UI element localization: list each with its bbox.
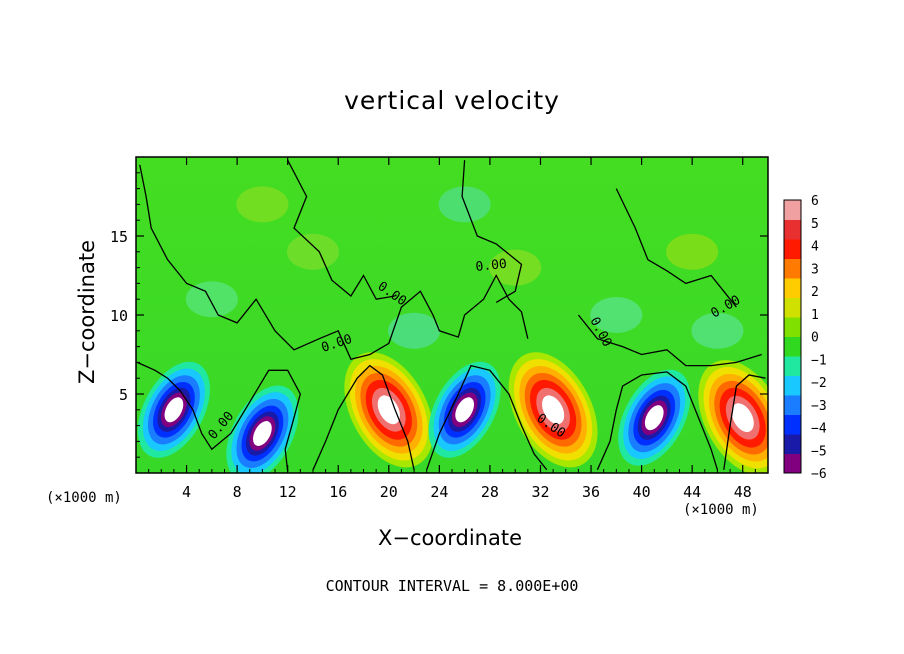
colorbar-segment bbox=[784, 336, 801, 357]
x-axis: 4 8 12 16 20 24 28 32 36 40 44 48 bbox=[148, 157, 756, 501]
colorbar-segment bbox=[784, 356, 801, 376]
colorbar-tick-label: −2 bbox=[811, 376, 827, 391]
downdraft-cell bbox=[226, 385, 299, 473]
colorbar-segment bbox=[784, 317, 801, 337]
updraft-cell-layer bbox=[377, 395, 400, 425]
colorbar-tick-label: −4 bbox=[811, 422, 827, 437]
colorbar-tick-label: 1 bbox=[811, 308, 819, 323]
y-tick-label: 10 bbox=[110, 307, 128, 325]
zero-contour bbox=[312, 364, 415, 471]
zero-contour bbox=[723, 374, 766, 470]
x-tick-label: 20 bbox=[380, 483, 398, 501]
colorbar-tick-label: 5 bbox=[811, 217, 819, 232]
x-tick-label: 48 bbox=[734, 483, 752, 501]
zero-contour bbox=[137, 361, 301, 472]
zero-contour bbox=[577, 314, 762, 367]
zero-contour bbox=[615, 188, 737, 308]
plot-area bbox=[136, 157, 768, 473]
field-mottle bbox=[590, 297, 643, 333]
colorbar-frame bbox=[783, 199, 802, 474]
field-mottle bbox=[185, 281, 238, 318]
colorbar-segment bbox=[784, 434, 801, 454]
colorbar-tick-label: 4 bbox=[811, 240, 819, 255]
chart-title: vertical velocity bbox=[344, 86, 560, 115]
colorbar-segment bbox=[784, 453, 801, 474]
colorbar-tick-label: −6 bbox=[811, 467, 827, 482]
updraft-cell bbox=[344, 352, 434, 468]
colorbar-tick-label: −3 bbox=[811, 399, 827, 414]
downdraft-cell-layer bbox=[644, 405, 664, 431]
zero-contour bbox=[139, 164, 529, 360]
downdraft-cell-layer bbox=[164, 397, 184, 423]
x-tick-label: 36 bbox=[582, 483, 600, 501]
updraft-cell bbox=[698, 360, 768, 473]
x-tick-label: 8 bbox=[233, 483, 242, 501]
x-tick-label: 32 bbox=[531, 483, 549, 501]
y-axis: 5 10 15 bbox=[110, 172, 768, 458]
colorbar-segment bbox=[784, 414, 801, 435]
colorbar-segment bbox=[784, 239, 801, 259]
y-axis-label: Z−coordinate bbox=[75, 240, 99, 384]
zero-contour bbox=[426, 364, 548, 471]
x-tick-label: 44 bbox=[683, 483, 701, 501]
x-tick-label: 4 bbox=[182, 483, 191, 501]
colorbar-tick-label: 2 bbox=[811, 285, 819, 300]
field-mottle bbox=[489, 249, 542, 286]
colorbar-tick-label: 6 bbox=[811, 194, 819, 209]
downdraft-cell bbox=[137, 361, 210, 458]
colorbar-segment bbox=[784, 219, 801, 240]
colorbar-segment bbox=[784, 258, 801, 279]
downdraft-cell bbox=[618, 369, 691, 466]
updraft-cell-layer bbox=[542, 395, 565, 425]
x-tick-label: 12 bbox=[279, 483, 297, 501]
zero-contour bbox=[596, 371, 719, 471]
x-tick-label: 24 bbox=[430, 483, 448, 501]
updraft-cell bbox=[508, 352, 598, 468]
x-tick-label: 40 bbox=[633, 483, 651, 501]
colorbar-tick-label: −5 bbox=[811, 444, 827, 459]
field-mottle bbox=[286, 233, 339, 270]
field-mottle bbox=[236, 186, 289, 223]
colorbar-segment bbox=[784, 278, 801, 298]
field-mottle bbox=[388, 312, 441, 349]
downdraft-cell bbox=[428, 361, 501, 458]
colorbar-segment bbox=[784, 297, 801, 318]
colorbar-tick-label: 0 bbox=[811, 331, 819, 346]
updraft-cell-layer bbox=[731, 403, 754, 433]
contour-interval-text: CONTOUR INTERVAL = 8.000E+00 bbox=[325, 577, 579, 595]
field-mottle bbox=[666, 233, 719, 270]
x-unit-label-left: (×1000 m) bbox=[46, 490, 122, 506]
y-tick-label: 5 bbox=[119, 386, 128, 404]
downdraft-cell-layer bbox=[253, 421, 272, 446]
contour-label: 0.00 bbox=[475, 257, 508, 275]
x-axis-label: X−coordinate bbox=[378, 526, 522, 550]
downdraft-cell-layer bbox=[455, 397, 475, 423]
colorbar-segment bbox=[784, 395, 801, 415]
x-tick-label: 16 bbox=[329, 483, 347, 501]
x-unit-label-right: (×1000 m) bbox=[683, 502, 759, 518]
zero-contour bbox=[287, 159, 396, 300]
field-patches bbox=[137, 186, 768, 473]
zero-contour bbox=[461, 160, 523, 303]
field-mottle bbox=[691, 312, 744, 349]
colorbar-tick-label: −1 bbox=[811, 353, 827, 368]
contour-lines bbox=[137, 159, 766, 472]
colorbar-segment bbox=[784, 200, 801, 220]
colorbar-segment bbox=[784, 375, 801, 396]
y-tick-label: 15 bbox=[110, 228, 128, 246]
colorbar-tick-label: 3 bbox=[811, 262, 819, 277]
colorbar: 6 5 4 3 2 1 0 −1 −2 −3 −4 −5 −6 bbox=[783, 194, 827, 482]
x-tick-label: 28 bbox=[481, 483, 499, 501]
